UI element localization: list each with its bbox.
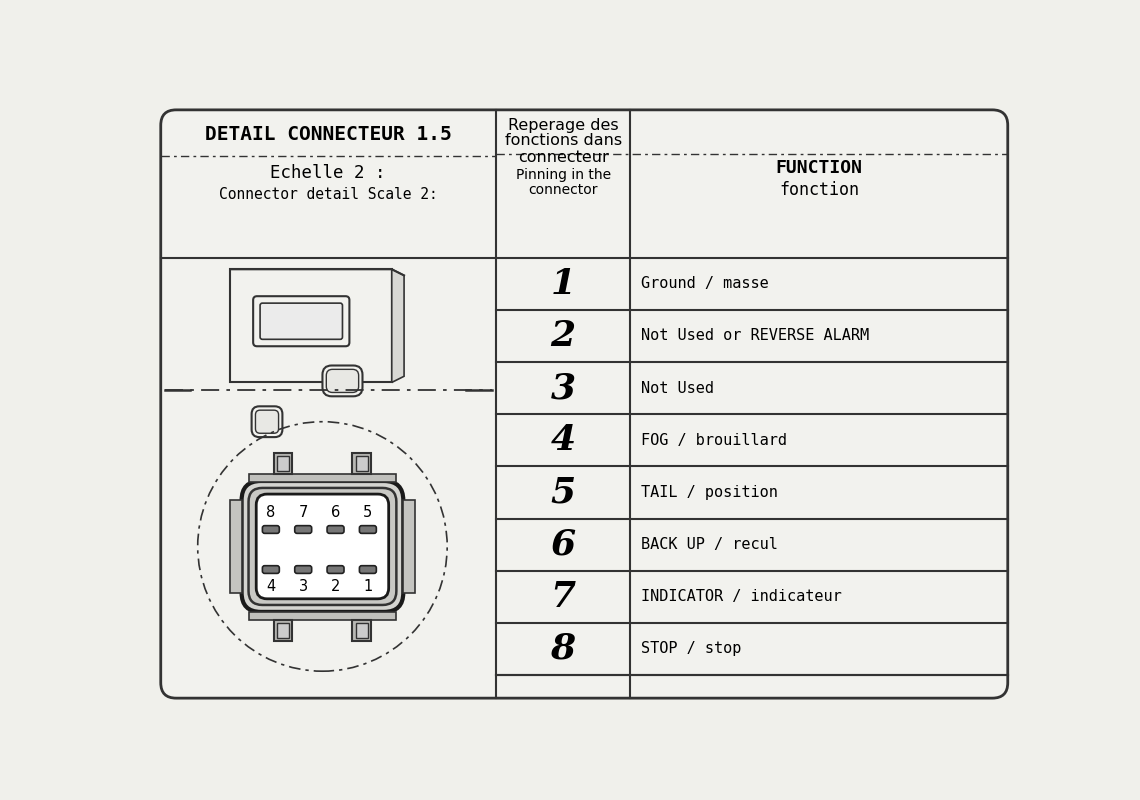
Text: Echelle 2 :: Echelle 2 : <box>270 164 386 182</box>
FancyBboxPatch shape <box>327 566 344 574</box>
Bar <box>352 453 370 474</box>
FancyBboxPatch shape <box>326 370 359 393</box>
Bar <box>277 622 290 638</box>
Text: TAIL / position: TAIL / position <box>641 485 779 500</box>
FancyBboxPatch shape <box>359 526 376 534</box>
Bar <box>356 622 368 638</box>
Text: fonction: fonction <box>779 181 860 199</box>
Text: 5: 5 <box>364 505 373 520</box>
Text: BACK UP / recul: BACK UP / recul <box>641 537 779 552</box>
Text: 7: 7 <box>551 580 576 614</box>
FancyBboxPatch shape <box>327 526 344 534</box>
Text: 6: 6 <box>331 505 340 520</box>
Bar <box>274 619 293 641</box>
Text: FOG / brouillard: FOG / brouillard <box>641 433 788 448</box>
Text: connector: connector <box>528 183 597 197</box>
Bar <box>352 619 370 641</box>
Text: 6: 6 <box>551 528 576 562</box>
Text: 4: 4 <box>267 579 276 594</box>
Bar <box>250 474 396 482</box>
Bar <box>230 500 242 593</box>
Text: 1: 1 <box>364 579 373 594</box>
Text: STOP / stop: STOP / stop <box>641 642 742 657</box>
Text: 1: 1 <box>551 266 576 301</box>
Bar <box>250 612 396 619</box>
FancyBboxPatch shape <box>255 410 278 434</box>
FancyBboxPatch shape <box>252 406 283 437</box>
Text: connecteur: connecteur <box>518 150 609 165</box>
Bar <box>356 455 368 471</box>
FancyBboxPatch shape <box>260 303 342 339</box>
FancyBboxPatch shape <box>262 526 279 534</box>
FancyBboxPatch shape <box>249 488 397 605</box>
Text: fonctions dans: fonctions dans <box>505 133 621 148</box>
Text: 2: 2 <box>331 579 340 594</box>
FancyBboxPatch shape <box>161 110 1008 698</box>
FancyBboxPatch shape <box>242 481 404 612</box>
FancyBboxPatch shape <box>323 366 363 396</box>
Text: Connector detail Scale 2:: Connector detail Scale 2: <box>219 187 438 202</box>
FancyBboxPatch shape <box>295 526 311 534</box>
Text: Not Used: Not Used <box>641 381 715 396</box>
FancyBboxPatch shape <box>262 566 279 574</box>
Text: 7: 7 <box>299 505 308 520</box>
Text: 5: 5 <box>551 475 576 510</box>
Text: 4: 4 <box>551 423 576 458</box>
Bar <box>230 270 392 382</box>
Text: INDICATOR / indicateur: INDICATOR / indicateur <box>641 590 842 604</box>
FancyBboxPatch shape <box>253 296 349 346</box>
Text: 8: 8 <box>267 505 276 520</box>
Text: FUNCTION: FUNCTION <box>775 159 863 178</box>
Text: 8: 8 <box>551 632 576 666</box>
Text: Ground / masse: Ground / masse <box>641 276 770 291</box>
Text: Reperage des: Reperage des <box>507 118 618 133</box>
FancyBboxPatch shape <box>295 566 311 574</box>
Text: 2: 2 <box>551 319 576 353</box>
Polygon shape <box>392 270 404 382</box>
FancyBboxPatch shape <box>359 566 376 574</box>
Text: Not Used or REVERSE ALARM: Not Used or REVERSE ALARM <box>641 329 870 343</box>
Bar <box>404 500 415 593</box>
Text: Pinning in the: Pinning in the <box>515 168 611 182</box>
Text: 3: 3 <box>551 371 576 405</box>
Bar <box>274 453 293 474</box>
Bar <box>277 455 290 471</box>
Text: 3: 3 <box>299 579 308 594</box>
Text: DETAIL CONNECTEUR 1.5: DETAIL CONNECTEUR 1.5 <box>205 125 451 144</box>
FancyBboxPatch shape <box>256 494 389 599</box>
